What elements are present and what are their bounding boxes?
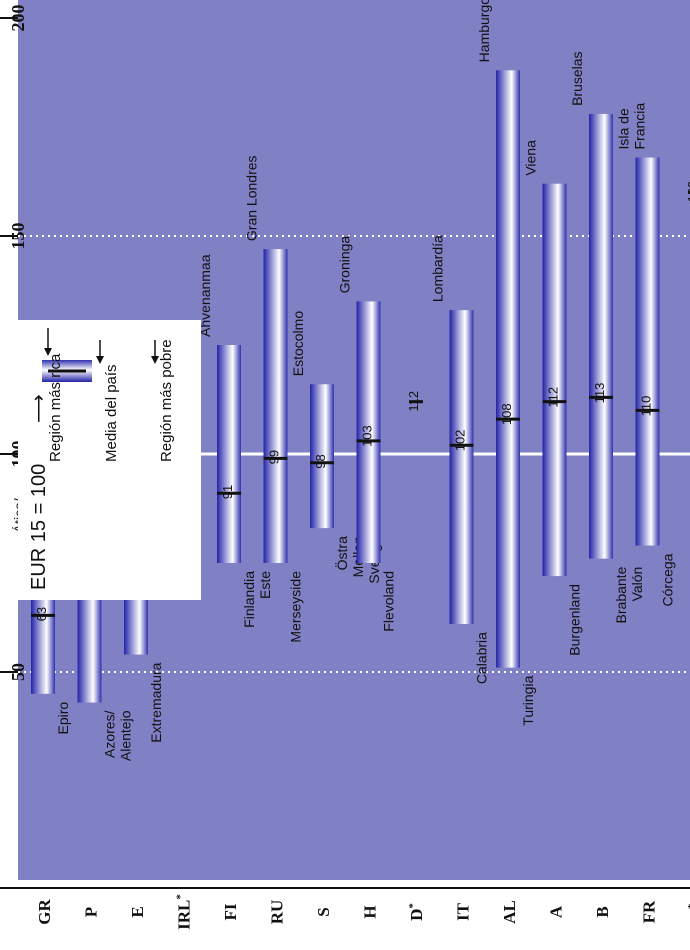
range-bar-h <box>356 301 381 563</box>
country-label-band <box>18 885 690 945</box>
richest-region-fr: Francia <box>632 103 648 150</box>
country-group-fr: 110 Isla de Francia Córcega <box>616 103 676 607</box>
richest-region-b: Bruselas <box>569 51 585 105</box>
country-label-b: B <box>593 906 612 917</box>
range-bar-fi <box>217 345 241 563</box>
range-bar-al <box>496 70 520 668</box>
mean-value-it: 102 <box>453 430 468 452</box>
legend-mean-label: Media del país <box>103 364 120 462</box>
legend-poor-arrowhead-icon <box>151 356 159 364</box>
range-bar-s <box>310 384 334 529</box>
poorest-region-ru: Merseyside <box>288 571 304 643</box>
country-label-irl: IRL* <box>175 894 194 930</box>
country-group-d: 112 <box>406 391 423 412</box>
legend-mean: Media del país <box>96 340 120 462</box>
mean-value-h: 103 <box>360 425 375 447</box>
poorest-region-h: Flevoland <box>381 571 397 632</box>
legend-rich-arrowhead-icon <box>44 348 52 356</box>
mean-value-b: 113 <box>592 383 607 404</box>
legend-rich: Región más rica <box>44 328 64 462</box>
poorest-region-b: Valón <box>629 567 645 602</box>
axis-tick-label-200: 200 <box>8 5 28 32</box>
legend-title: EUR 15 = 100 <box>28 464 50 590</box>
mean-value-l: 160 <box>685 181 690 203</box>
mean-value-a: 112 <box>546 387 561 408</box>
range-bar-fr <box>635 157 660 546</box>
poorest-region-e: Extremadura <box>148 662 164 742</box>
mean-value-ru: 99 <box>267 450 282 464</box>
richest-region-h: Groninga <box>337 236 353 294</box>
legend-mean-arrowhead-icon <box>96 356 104 364</box>
richest-region-it: Lombardía <box>430 235 446 302</box>
poorest-region-fi: Finlandia <box>241 571 257 628</box>
poorest-region-al: Turingia <box>520 675 536 725</box>
country-label-h: H <box>361 905 380 918</box>
country-label-gr: GR <box>35 899 54 925</box>
country-group-a: 112 Viena Burgenland <box>523 140 583 656</box>
country-label-a: A <box>547 905 566 918</box>
country-group-s: 98EstocolmoÖstraMellanSverige <box>290 311 382 584</box>
poorest-region-s: Östra <box>333 536 350 570</box>
country-label-fr: FR <box>640 900 659 923</box>
country-label-p: P <box>82 907 101 917</box>
legend-poor-label: Región más pobre <box>158 339 175 462</box>
legend: EUR 15 = 100 ⟶ Región más rica Media del… <box>18 320 201 600</box>
richest-region-al: Hamburgo <box>476 0 492 62</box>
legend-arrow: ⟶ <box>28 394 50 423</box>
country-label-ru: RU <box>268 900 287 925</box>
poorest-region-it: Calabria <box>474 632 490 684</box>
country-group-b: 113 Bruselas Brabante Valón <box>569 51 645 623</box>
country-group-h: 103 Groninga Flevoland <box>337 236 397 632</box>
range-bar-b <box>589 113 613 559</box>
poorest-region-p: Alentejo <box>118 710 134 761</box>
country-label-s: S <box>314 907 333 916</box>
poorest-region-gr: Epiro <box>55 702 71 735</box>
range-bar-ru <box>263 249 288 563</box>
range-bar-a <box>542 183 567 577</box>
mean-value-al: 108 <box>499 403 514 425</box>
country-group-l: 160 <box>685 181 690 203</box>
richest-region-fi: Ahvenanmaa <box>197 254 213 337</box>
mean-value-fr: 110 <box>639 396 654 417</box>
poorest-region-p: Azores/ <box>102 710 118 758</box>
mean-value-s: 98 <box>313 454 328 468</box>
country-label-it: IT <box>454 902 473 921</box>
country-label-l: L* <box>686 903 690 920</box>
country-group-al: 108 Hamburgo Turingia <box>476 0 536 726</box>
poorest-region-a: Burgenland <box>567 584 583 656</box>
legend-poor: Región más pobre <box>151 339 175 462</box>
range-bar-it <box>449 310 474 625</box>
country-group-fi: 91 Ahvenanmaa Finlandia Este <box>197 254 273 628</box>
country-label-fi: FI <box>221 903 240 920</box>
country-group-it: 102 Lombardía Calabria <box>430 235 490 684</box>
richest-region-a: Viena <box>523 140 539 176</box>
poorest-region-fr: Córcega <box>660 553 676 606</box>
legend-rich-label: Región más rica <box>47 353 64 462</box>
country-label-e: E <box>128 906 147 917</box>
richest-region-fr: Isla de <box>616 108 632 149</box>
poorest-region-b: Brabante <box>613 566 629 623</box>
poorest-region-fi: Este <box>257 571 273 599</box>
mean-value-d: 112 <box>406 391 421 412</box>
richest-region-ru: Gran Londres <box>244 155 260 241</box>
mean-value-gr: 63 <box>34 607 49 621</box>
richest-region-s: Estocolmo <box>290 311 306 377</box>
country-group-ru: 99 Gran Londres Merseyside <box>244 155 304 642</box>
mean-value-fi: 91 <box>220 485 235 499</box>
country-label-al: AL <box>500 900 519 924</box>
